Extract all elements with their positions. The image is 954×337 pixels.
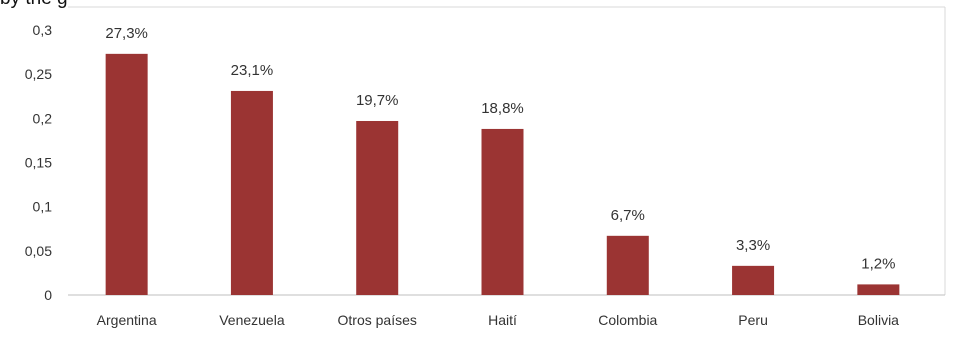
chart-title-fragment: by the g xyxy=(0,0,68,10)
y-tick-label: 0,3 xyxy=(33,22,53,38)
bar-6 xyxy=(857,284,900,295)
bar-5 xyxy=(732,265,775,295)
x-tick-label-5: Peru xyxy=(738,312,768,328)
bar-1 xyxy=(230,90,273,295)
y-axis-ticks: 0 0,05 0,1 0,15 0,2 0,25 0,3 xyxy=(25,22,52,303)
bar-2 xyxy=(356,120,399,295)
y-tick-label: 0,2 xyxy=(33,110,53,126)
y-tick-label: 0,1 xyxy=(33,199,53,215)
x-tick-label-4: Colombia xyxy=(598,312,657,328)
data-label-4: 6,7% xyxy=(611,207,645,224)
bars xyxy=(105,53,900,295)
data-label-5: 3,3% xyxy=(736,237,770,254)
bar-3 xyxy=(481,128,524,295)
y-tick-label: 0,25 xyxy=(25,66,52,82)
x-axis-labels: Argentina Venezuela Otros países Haití Colom… xyxy=(97,312,900,328)
bar-4 xyxy=(606,235,649,295)
data-label-2: 19,7% xyxy=(356,92,399,109)
y-tick-label: 0 xyxy=(44,287,52,303)
y-tick-label: 0,05 xyxy=(25,243,52,259)
data-label-0: 27,3% xyxy=(105,25,148,42)
y-tick-label: 0,15 xyxy=(25,155,52,171)
x-tick-label-3: Haití xyxy=(488,312,517,328)
x-tick-label-6: Bolivia xyxy=(858,312,899,328)
data-label-3: 18,8% xyxy=(481,100,524,117)
data-labels: 27,3% 23,1% 19,7% 18,8% 6,7% 3,3% 1,2% xyxy=(105,25,895,273)
data-label-1: 23,1% xyxy=(231,62,274,79)
bar-0 xyxy=(105,53,148,295)
x-tick-label-2: Otros países xyxy=(338,312,417,328)
x-tick-label-1: Venezuela xyxy=(219,312,285,328)
x-tick-label-0: Argentina xyxy=(97,312,157,328)
data-label-6: 1,2% xyxy=(861,255,895,272)
